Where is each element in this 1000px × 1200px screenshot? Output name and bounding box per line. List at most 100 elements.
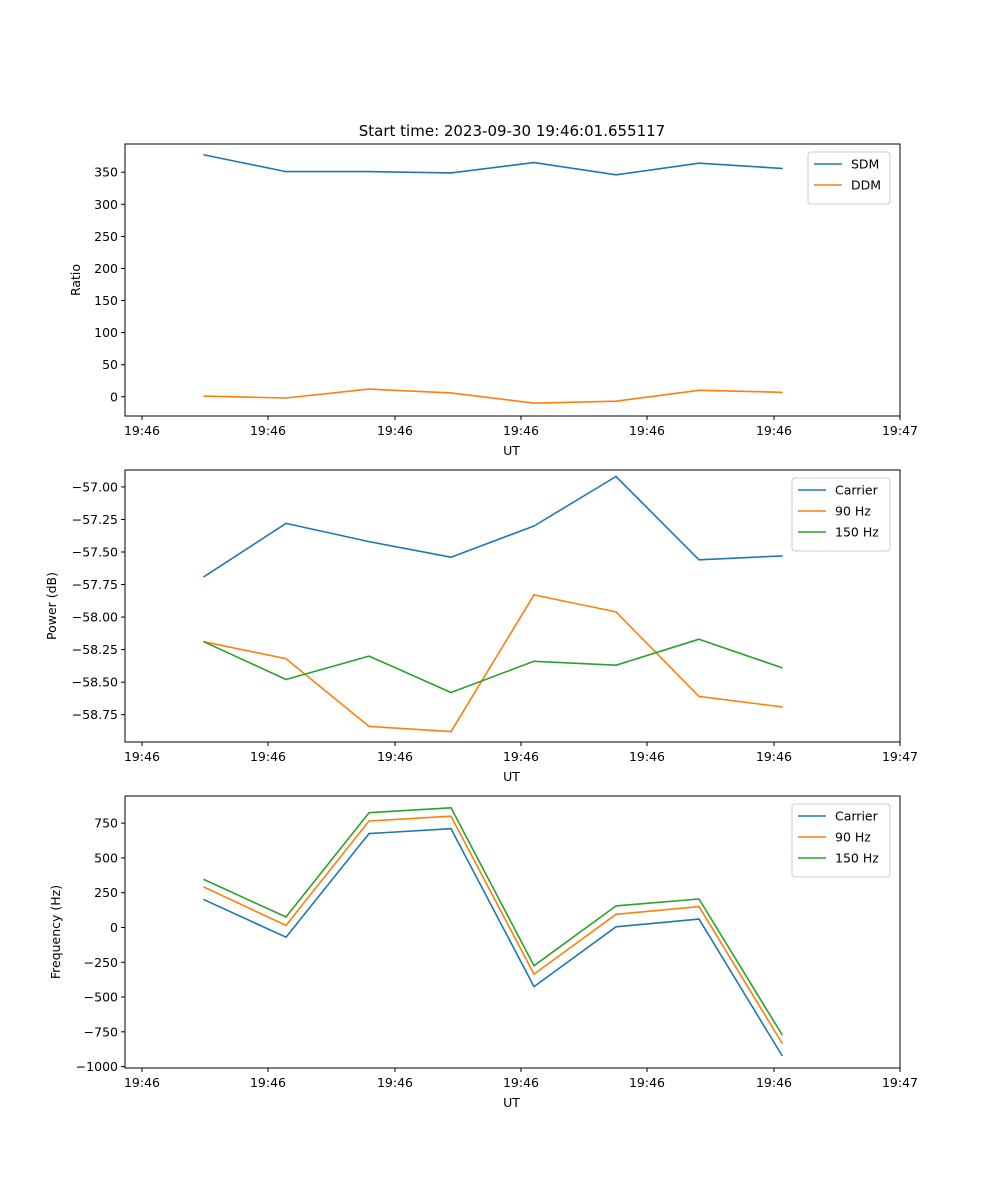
y-tick-label: −750: [84, 1024, 118, 1039]
series-sdm-point: [781, 167, 783, 170]
y-tick-label: −57.75: [72, 577, 118, 592]
x-tick-label: 19:46: [250, 1075, 286, 1090]
series-carrier-point: [203, 898, 205, 901]
series-carrier-point: [203, 575, 205, 578]
y-tick-label: −58.50: [72, 675, 118, 690]
series-sdm-point: [203, 154, 205, 156]
series-90-hz-point: [781, 706, 783, 708]
series-carrier-point: [285, 522, 287, 525]
series-150-hz-point: [450, 691, 452, 694]
series-carrier-point: [285, 936, 287, 938]
axes-frame: [124, 143, 901, 417]
series-sdm-point: [615, 174, 617, 176]
legend-label: Carrier: [835, 809, 879, 824]
series-sdm-point: [368, 170, 370, 173]
series-90-hz-point: [450, 730, 452, 733]
series-90-hz-point: [203, 886, 205, 888]
panels: 0 50 100 150 200 250 300 350 19:46 19:46 19:46 19:4…: [44, 143, 918, 1110]
series-150-hz-point: [203, 878, 205, 881]
x-tick-label: 19:46: [629, 1075, 665, 1090]
legend-label: 150 Hz: [835, 525, 879, 540]
series-150-hz-point: [368, 655, 370, 657]
y-axis-label: Power (dB): [44, 572, 59, 640]
y-tick-label: −58.00: [72, 610, 118, 625]
legend-label: SDM: [851, 157, 879, 172]
x-axis-label: UT: [503, 769, 520, 784]
series-150-hz-point: [533, 964, 535, 967]
series-carrier-point: [781, 555, 783, 557]
series-150-hz-line: [203, 638, 783, 694]
y-tick-label: −250: [84, 955, 118, 970]
series-90-hz-line: [203, 815, 783, 1044]
x-tick-label: 19:46: [377, 749, 413, 764]
series-carrier-line: [203, 827, 783, 1056]
y-tick-label: 200: [94, 261, 118, 276]
series-carrier-point: [615, 475, 617, 478]
series-sdm-point: [533, 161, 535, 164]
x-axis-label: UT: [503, 1095, 520, 1110]
series-150-hz-point: [203, 641, 205, 643]
series-carrier-point: [450, 556, 452, 558]
series-150-hz-point: [698, 898, 700, 900]
series-150-hz-point: [285, 916, 287, 918]
chart-panel-2: −58.75 −58.50 −58.25 −58.00 −57.75 −57.50 −57.…: [44, 469, 918, 784]
series-ddm-point: [533, 402, 535, 405]
x-tick-label: 19:46: [377, 1075, 413, 1090]
x-tick-label: 19:46: [756, 1075, 792, 1090]
series-150-hz-line: [203, 806, 783, 1036]
series-150-hz-point: [450, 807, 452, 809]
y-tick-label: −58.25: [72, 642, 118, 657]
series-carrier-point: [533, 985, 535, 988]
series-150-hz-point: [368, 811, 370, 814]
series-90-hz-point: [285, 657, 287, 660]
series-90-hz-point: [368, 725, 370, 728]
series-150-hz-point: [698, 638, 700, 640]
legend-label: 90 Hz: [835, 504, 871, 519]
y-tick-label: 500: [94, 850, 118, 865]
x-tick-label: 19:46: [124, 423, 160, 438]
legend-label: DDM: [851, 178, 881, 193]
series-150-hz-point: [533, 660, 535, 663]
figure-title: Start time: 2023-09-30 19:46:01.655117: [359, 122, 665, 140]
series-carrier-point: [698, 559, 700, 561]
series-ddm-point: [285, 397, 287, 399]
series-90-hz-line: [203, 594, 783, 733]
series-150-hz-point: [781, 667, 783, 669]
series-ddm-point: [615, 400, 617, 403]
x-tick-label: 19:46: [629, 423, 665, 438]
x-tick-label: 19:46: [503, 1075, 539, 1090]
y-tick-label: 350: [94, 165, 118, 180]
x-tick-label: 19:46: [250, 423, 286, 438]
series-ddm-line: [203, 388, 783, 405]
x-tick-label: 19:46: [124, 1075, 160, 1090]
x-tick-label: 19:47: [882, 749, 918, 764]
axes-frame: [124, 469, 901, 743]
series-ddm-point: [203, 395, 205, 397]
series-150-hz-point: [615, 664, 617, 666]
y-tick-label: 0: [110, 920, 118, 935]
series-90-hz-point: [615, 913, 617, 916]
y-tick-label: 250: [94, 229, 118, 244]
legend-box: [807, 151, 891, 205]
y-axis-label: Ratio: [68, 264, 83, 296]
series-ddm-point: [698, 389, 700, 392]
series-90-hz-point: [615, 611, 617, 613]
series-sdm-line: [203, 154, 783, 176]
series-sdm-point: [698, 162, 700, 164]
y-tick-label: −1000: [76, 1059, 118, 1074]
series-carrier-point: [698, 918, 700, 920]
series-150-hz-point: [615, 905, 617, 907]
x-axis-label: UT: [503, 443, 520, 458]
series-90-hz-point: [533, 973, 535, 975]
y-tick-label: 150: [94, 293, 118, 308]
axes-frame: [124, 795, 901, 1069]
series-carrier-point: [450, 827, 452, 830]
series-carrier-point: [615, 926, 617, 928]
chart-panel-3: −1000 −750 −500 −250 0 250 500 750 19:46 19:46 19:…: [48, 795, 918, 1110]
series-ddm-point: [450, 392, 452, 394]
x-tick-label: 19:46: [503, 749, 539, 764]
legend-label: Carrier: [835, 483, 879, 498]
y-tick-label: 0: [110, 389, 118, 404]
x-tick-label: 19:46: [124, 749, 160, 764]
chart-panel-1: 0 50 100 150 200 250 300 350 19:46 19:46 19:46 19:4…: [68, 143, 918, 458]
